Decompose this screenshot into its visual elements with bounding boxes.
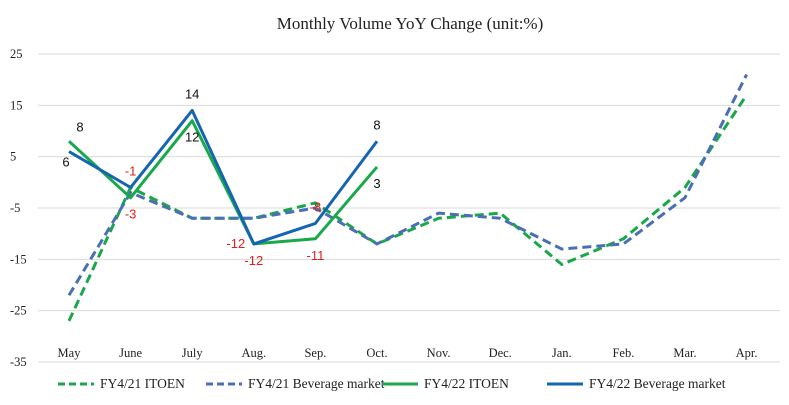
y-tick-label: -5	[10, 201, 20, 215]
y-tick-label: -25	[10, 304, 27, 318]
chart-title: Monthly Volume YoY Change (unit:%)	[277, 14, 544, 33]
x-tick-label: Sep.	[304, 346, 326, 360]
data-label: 3	[373, 176, 380, 191]
data-label: -11	[306, 248, 324, 263]
y-tick-label: -15	[10, 252, 27, 266]
data-label: 14	[185, 86, 199, 101]
x-tick-label: Jan.	[552, 346, 572, 360]
legend: FY4/21 ITOEN FY4/21 Beverage market FY4/22…	[58, 376, 726, 391]
x-tick-label: Oct.	[366, 346, 387, 360]
data-labels: 8 6 -1 -3 14 12 -12 -12 -8 -11 8 3	[62, 86, 380, 267]
data-label: -3	[125, 207, 137, 222]
x-tick-label: Apr.	[736, 346, 758, 360]
x-tick-label: Mar.	[673, 346, 696, 360]
x-tick-label: June	[119, 346, 142, 360]
x-tick-label: May	[58, 346, 82, 360]
x-tick-label: Aug.	[241, 346, 266, 360]
legend-label: FY4/22 ITOEN	[424, 376, 509, 391]
legend-label: FY4/22 Beverage market	[589, 376, 726, 391]
legend-label: FY4/21 Beverage market	[248, 376, 385, 391]
data-label: -12	[244, 253, 263, 268]
series-line	[68, 108, 379, 246]
y-tick-label: 25	[10, 47, 23, 61]
data-label: 8	[76, 119, 83, 134]
data-label: -8	[310, 199, 322, 214]
series-lines	[67, 73, 748, 322]
y-tick-label: 15	[10, 98, 23, 112]
series-line	[67, 119, 379, 246]
x-tick-label: Feb.	[612, 346, 634, 360]
x-axis-ticks: May June July Aug. Sep. Oct. Nov. Dec. Jan. Feb. M…	[58, 346, 758, 360]
legend-label: FY4/21 ITOEN	[100, 376, 185, 391]
y-tick-label: -35	[10, 355, 27, 369]
x-tick-label: July	[182, 346, 204, 360]
data-label: 6	[62, 155, 69, 170]
series-line	[67, 73, 748, 297]
x-tick-label: Dec.	[489, 346, 512, 360]
y-tick-label: 5	[10, 150, 16, 164]
data-label: 8	[373, 117, 380, 132]
data-label: -1	[125, 163, 137, 178]
y-axis-ticks: -35 -25 -15 -5 5 15 25	[10, 47, 27, 369]
data-label: 12	[185, 130, 199, 145]
x-tick-label: Nov.	[427, 346, 451, 360]
data-label: -12	[226, 236, 245, 251]
grid-lines	[38, 53, 780, 363]
